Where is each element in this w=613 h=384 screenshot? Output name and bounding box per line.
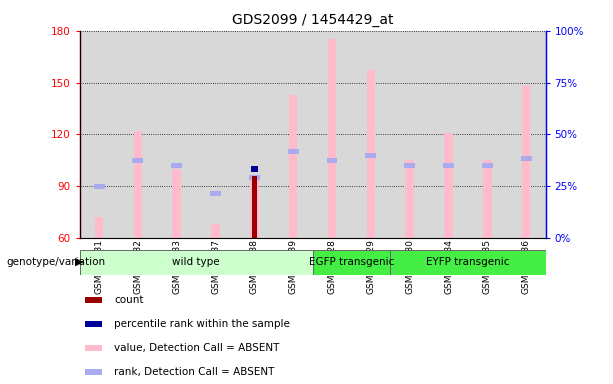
- Bar: [468, 31, 507, 238]
- Bar: [94, 184, 105, 189]
- Bar: [274, 31, 313, 238]
- Text: rank, Detection Call = ABSENT: rank, Detection Call = ABSENT: [114, 367, 275, 377]
- Bar: [211, 224, 220, 238]
- Text: EGFP transgenic: EGFP transgenic: [309, 257, 394, 267]
- Bar: [85, 297, 102, 303]
- Bar: [118, 31, 158, 238]
- Bar: [507, 31, 546, 238]
- Bar: [132, 158, 143, 163]
- Bar: [483, 161, 492, 238]
- Bar: [85, 321, 102, 327]
- Text: value, Detection Call = ABSENT: value, Detection Call = ABSENT: [114, 343, 280, 353]
- Bar: [85, 369, 102, 375]
- Bar: [327, 158, 338, 163]
- Text: ▶: ▶: [75, 257, 84, 267]
- Bar: [520, 156, 531, 161]
- Text: genotype/variation: genotype/variation: [6, 257, 105, 267]
- Bar: [85, 345, 102, 351]
- Bar: [235, 31, 274, 238]
- Bar: [482, 163, 493, 168]
- Bar: [250, 176, 259, 238]
- Bar: [351, 31, 390, 238]
- Bar: [522, 86, 530, 238]
- Bar: [95, 217, 104, 238]
- Bar: [365, 152, 376, 158]
- Bar: [252, 176, 257, 238]
- Bar: [134, 131, 142, 238]
- Text: EYFP transgenic: EYFP transgenic: [426, 257, 509, 267]
- Bar: [313, 31, 351, 238]
- Bar: [313, 250, 390, 275]
- Bar: [404, 163, 415, 168]
- Bar: [172, 169, 181, 238]
- Bar: [367, 71, 375, 238]
- Bar: [429, 31, 468, 238]
- Bar: [444, 132, 453, 238]
- Bar: [287, 149, 299, 154]
- Bar: [328, 40, 337, 238]
- Bar: [196, 31, 235, 238]
- Bar: [210, 190, 221, 196]
- Bar: [251, 166, 258, 172]
- Bar: [249, 175, 260, 180]
- Bar: [289, 94, 297, 238]
- Text: percentile rank within the sample: percentile rank within the sample: [114, 319, 290, 329]
- Text: wild type: wild type: [172, 257, 220, 267]
- Bar: [390, 250, 546, 275]
- Text: count: count: [114, 295, 143, 305]
- Bar: [390, 31, 429, 238]
- Bar: [405, 161, 414, 238]
- Bar: [171, 163, 182, 168]
- Bar: [80, 31, 118, 238]
- Title: GDS2099 / 1454429_at: GDS2099 / 1454429_at: [232, 13, 394, 27]
- Bar: [158, 31, 196, 238]
- Bar: [443, 163, 454, 168]
- Bar: [80, 250, 313, 275]
